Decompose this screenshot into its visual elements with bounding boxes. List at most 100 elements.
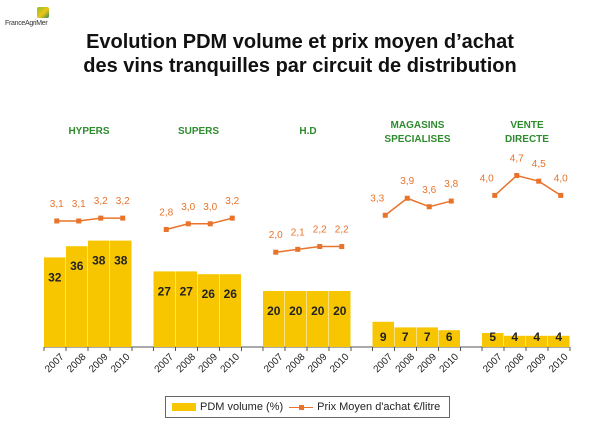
price-value-label: 3,1 [50, 199, 64, 210]
bar-pdm [307, 291, 329, 347]
x-tick-label: 2010 [219, 351, 243, 375]
price-marker [492, 192, 498, 198]
legend: PDM volume (%) Prix Moyen d'achat €/litr… [165, 396, 450, 418]
bar-value-label: 38 [92, 254, 106, 268]
x-tick-label: 2007 [372, 351, 396, 375]
price-value-label: 2,1 [291, 227, 305, 238]
legend-label-prix: Prix Moyen d'achat €/litre [317, 401, 441, 413]
price-line [166, 217, 233, 231]
price-marker [536, 178, 542, 184]
x-tick-label: 2008 [284, 351, 308, 375]
bar-value-label: 7 [402, 330, 409, 344]
bar-pdm [44, 257, 66, 347]
x-tick-label: 2009 [306, 351, 330, 375]
franceagrimer-logo: FranceAgriMer [5, 4, 65, 34]
bar-value-label: 26 [224, 287, 238, 301]
price-value-label: 2,2 [335, 225, 349, 236]
price-marker [295, 246, 301, 252]
x-tick-label: 2007 [481, 351, 505, 375]
bar-pdm [504, 335, 526, 347]
bar-pdm [482, 333, 504, 347]
group-label: H.D [299, 126, 316, 137]
bar-value-label: 6 [446, 330, 453, 344]
bar-pdm [219, 274, 241, 347]
bar-pdm [110, 240, 132, 347]
bar-value-label: 9 [380, 330, 387, 344]
chart-title-line-1: Evolution PDM volume et prix moyen d’ach… [86, 31, 514, 53]
price-marker [185, 221, 191, 227]
x-tick-label: 2009 [197, 351, 221, 375]
price-value-label: 3,6 [422, 185, 436, 196]
price-value-label: 4,0 [480, 173, 494, 184]
x-tick-label: 2009 [525, 351, 549, 375]
bar-pdm [372, 321, 394, 347]
price-marker [54, 218, 60, 224]
price-line [275, 245, 342, 253]
bar-pdm [416, 327, 438, 347]
bar-value-label: 4 [511, 330, 518, 344]
bar-value-label: 4 [555, 330, 562, 344]
legend-label-pdm: PDM volume (%) [200, 401, 284, 413]
price-marker [514, 173, 520, 179]
bar-value-label: 20 [311, 304, 325, 318]
price-value-label: 3,2 [225, 196, 239, 207]
price-value-label: 3,0 [181, 202, 195, 213]
price-value-label: 3,2 [94, 196, 108, 207]
bar-value-label: 20 [267, 304, 281, 318]
bar-pdm [548, 335, 570, 347]
x-tick-label: 2010 [109, 351, 133, 375]
price-marker [98, 215, 104, 221]
logo-icon [37, 7, 49, 18]
price-line [384, 197, 452, 216]
price-marker [317, 244, 323, 250]
group-label: MAGASINS [391, 120, 445, 131]
price-marker [163, 226, 169, 232]
x-tick-label: 2007 [43, 351, 67, 375]
price-line [56, 217, 123, 222]
bar-pdm [66, 246, 88, 347]
bar-value-label: 32 [48, 270, 62, 284]
price-value-label: 3,3 [370, 193, 384, 204]
bar-value-label: 20 [333, 304, 347, 318]
price-value-label: 4,5 [532, 159, 546, 170]
legend-swatch-prix [289, 402, 314, 412]
price-value-label: 3,1 [72, 199, 86, 210]
logo-text: FranceAgriMer [5, 20, 48, 27]
price-value-label: 3,9 [400, 176, 414, 187]
bar-pdm [263, 291, 285, 347]
group-label: DIRECTE [505, 134, 549, 145]
group-label: HYPERS [68, 126, 109, 137]
price-marker [339, 244, 345, 250]
bar-pdm [88, 240, 110, 347]
chart-title-line-2: des vins tranquilles par circuit de dist… [83, 55, 517, 77]
x-tick-label: 2010 [328, 351, 352, 375]
bar-pdm [526, 335, 548, 347]
price-value-label: 2,2 [313, 225, 327, 236]
price-value-label: 2,8 [159, 207, 173, 218]
bar-value-label: 27 [158, 284, 172, 298]
legend-swatch-pdm [172, 403, 196, 411]
bar-pdm [153, 271, 175, 347]
x-tick-label: 2007 [153, 351, 177, 375]
bar-pdm [285, 291, 307, 347]
price-marker [404, 195, 410, 201]
bar-pdm [197, 274, 219, 347]
group-label: SPECIALISES [384, 134, 450, 145]
price-marker [76, 218, 82, 224]
bar-value-label: 26 [202, 287, 216, 301]
group-label: SUPERS [178, 126, 219, 137]
group-label: VENTE [510, 120, 544, 131]
price-marker [558, 192, 564, 198]
price-marker [382, 212, 388, 218]
bar-value-label: 7 [424, 330, 431, 344]
x-tick-label: 2008 [175, 351, 199, 375]
x-tick-label: 2007 [262, 351, 286, 375]
bar-pdm [394, 327, 416, 347]
price-value-label: 3,8 [444, 179, 458, 190]
price-marker [229, 215, 235, 221]
price-value-label: 3,0 [203, 202, 217, 213]
x-tick-label: 2008 [65, 351, 89, 375]
chart-title: Evolution PDM volume et prix moyen d’ach… [0, 30, 600, 78]
price-marker [120, 215, 126, 221]
price-value-label: 2,0 [269, 230, 283, 241]
